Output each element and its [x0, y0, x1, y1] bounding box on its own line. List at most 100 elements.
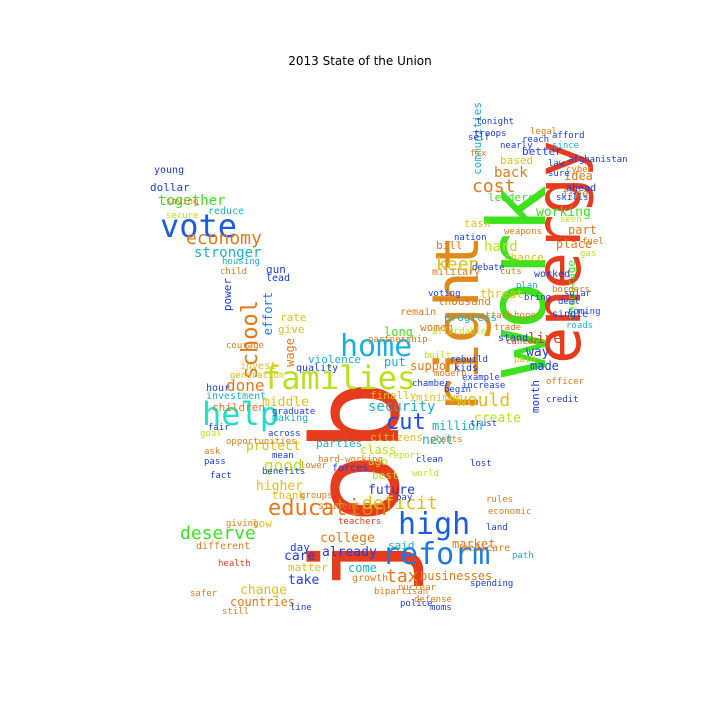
word-reach: reach — [522, 135, 550, 145]
word-clean: clean — [416, 455, 444, 465]
word-weapons: weapons — [504, 227, 542, 237]
word-hard-working: hard-working — [318, 455, 384, 465]
word-deficit: deficit — [362, 493, 438, 514]
word-middle: middle — [262, 395, 309, 410]
word-month: month — [529, 380, 542, 414]
word-gas: gas — [580, 249, 597, 259]
word-stronger: stronger — [194, 245, 262, 261]
word-moms: moms — [430, 603, 452, 613]
word-opportunities: opportunities — [226, 437, 297, 447]
word-way: way — [526, 345, 550, 360]
word-chamber: chamber — [412, 379, 450, 389]
word-cyber: cyber — [566, 165, 594, 175]
word-fair: fair — [208, 423, 230, 433]
word-million: million — [432, 419, 483, 433]
word-kids: kids — [454, 363, 479, 374]
word-nuclear: nuclear — [398, 583, 436, 593]
word-begin: begin — [444, 385, 472, 395]
word-market: market — [452, 537, 496, 551]
word-plants: plants — [430, 435, 463, 445]
word-progress: progress — [444, 311, 497, 324]
word-vote: vote — [160, 207, 238, 245]
word-working: working — [536, 205, 591, 220]
word-chance: chance — [504, 251, 544, 264]
word-housing: housing — [222, 257, 260, 267]
word-teachers: teachers — [338, 517, 382, 527]
word-good: good — [264, 456, 303, 475]
word-lower: lower — [300, 461, 328, 471]
word-legal: legal — [530, 127, 558, 137]
word-done: done — [226, 376, 265, 395]
word-change: change — [240, 583, 287, 598]
word-remain: remain — [400, 307, 437, 318]
word-troops: troops — [474, 129, 507, 139]
word-police: police — [400, 599, 433, 609]
word-countries: countries — [230, 595, 296, 609]
word-medicare: medicare — [462, 543, 511, 554]
word-families: families — [262, 359, 417, 397]
word-care: care — [284, 549, 316, 564]
word-cut: cut — [386, 410, 426, 435]
word-hour: hour — [206, 383, 231, 394]
word-partnership: partnership — [368, 335, 428, 345]
word-free: free — [562, 187, 589, 200]
word-line: line — [290, 603, 312, 613]
word-attack: attack — [480, 311, 513, 321]
word-hard: hard — [484, 239, 518, 255]
word-mean: mean — [272, 451, 294, 461]
word-thousand: thousand — [438, 295, 491, 308]
word-trust: trust — [470, 419, 498, 429]
word-student: student — [318, 501, 361, 512]
word-bring: bring — [524, 293, 552, 303]
word-day: day — [290, 541, 310, 554]
word-violence: violence — [308, 353, 361, 366]
word-hope: hope — [514, 311, 536, 321]
word-solar: solar — [564, 289, 592, 299]
word-higher: higher — [256, 479, 303, 494]
word-modern: modern — [434, 369, 467, 379]
word-voting: voting — [428, 289, 461, 299]
word-tonight: tonight — [476, 117, 514, 127]
word-land: land — [486, 523, 508, 533]
word-long: long — [384, 325, 413, 339]
word-afghanistan: afghanistan — [568, 155, 628, 165]
word-secure: secure — [166, 211, 199, 221]
word-keep: keep — [436, 254, 480, 275]
word-would: would — [456, 390, 511, 411]
word-quality: quality — [296, 363, 339, 374]
word-low: low — [252, 517, 272, 530]
word-ahead: ahead — [566, 183, 597, 194]
word-part: part — [568, 223, 597, 237]
word-matter: matter — [288, 561, 328, 574]
word-education: education — [268, 496, 388, 521]
word-sure: sure — [548, 169, 570, 179]
word-reform: reform — [382, 537, 491, 572]
word-fix: fix — [470, 149, 487, 159]
word-parties: parties — [316, 437, 363, 450]
word-put: put — [384, 355, 406, 369]
word-live: live — [528, 331, 562, 347]
word-children: children — [212, 401, 265, 414]
word-bill: bill — [436, 239, 463, 252]
word-minimum: minimum — [416, 391, 463, 404]
word-together: together — [158, 193, 226, 209]
word-back: back — [494, 165, 528, 181]
word-stand: stand — [498, 333, 529, 344]
word-deserve: deserve — [180, 523, 256, 544]
word-example: example — [462, 373, 500, 383]
word-class: class — [360, 443, 397, 457]
word-thank: thank — [272, 489, 306, 502]
word-effort: effort — [261, 292, 275, 336]
word-fuel: fuel — [582, 237, 604, 247]
word-child: child — [220, 267, 248, 277]
word-place: place — [556, 237, 593, 251]
word-rate: rate — [280, 311, 307, 324]
word-finally: finally — [370, 389, 417, 402]
word-create: create — [474, 411, 521, 426]
word-still: still — [222, 607, 250, 617]
word-growth: growth — [352, 573, 389, 584]
word-economy: economy — [186, 228, 262, 249]
word-groups: groups — [300, 491, 333, 501]
word-borders: borders — [552, 285, 590, 295]
